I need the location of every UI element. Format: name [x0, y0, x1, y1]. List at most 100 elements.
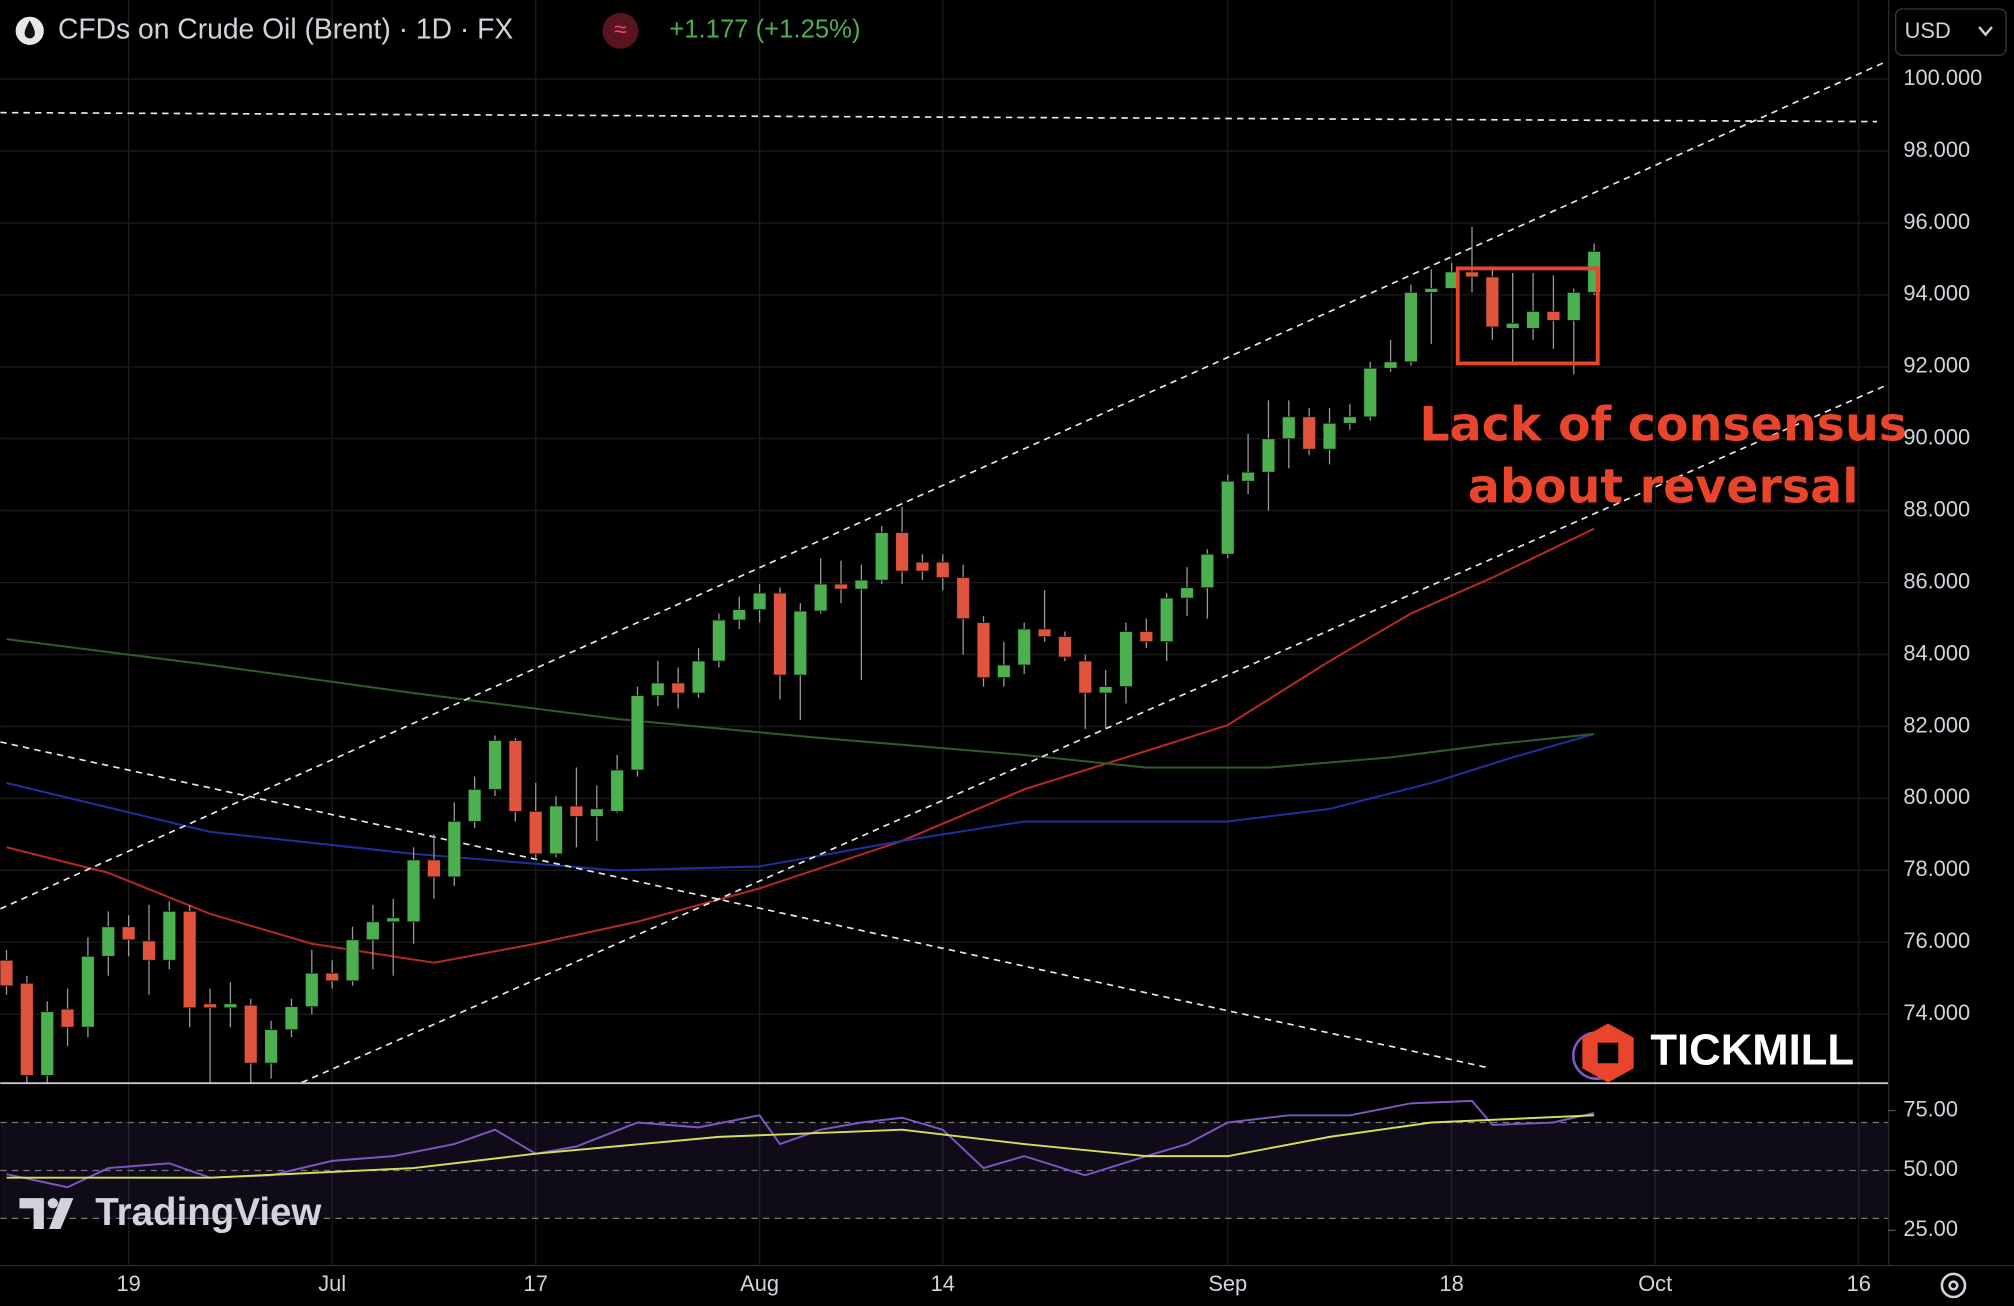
- candle-body: [1078, 660, 1093, 694]
- candle-body: [569, 805, 584, 817]
- y-tick-label: 94.000: [1903, 281, 1970, 306]
- candle-body: [874, 532, 889, 581]
- y-tick-label: 90.000: [1903, 425, 1970, 450]
- x-tick-label: 19: [116, 1271, 140, 1296]
- rsi-line: [6, 1114, 1595, 1179]
- candle-body: [305, 972, 319, 1008]
- candle-body: [1505, 322, 1520, 329]
- candle-body: [406, 859, 421, 923]
- rsi-tick-label: 50.00: [1903, 1156, 1958, 1181]
- candle-body: [1200, 553, 1215, 589]
- candle-body: [1343, 416, 1357, 424]
- status-glyph: ≈: [614, 16, 627, 42]
- candle-body: [386, 917, 401, 923]
- currency-box[interactable]: [1895, 8, 2007, 56]
- candle-body: [1139, 631, 1154, 643]
- x-tick-label: 18: [1440, 1271, 1464, 1296]
- candle-body: [1546, 311, 1561, 321]
- candle-body: [20, 982, 34, 1076]
- currency-button[interactable]: USD: [1895, 8, 2007, 56]
- candle-body: [589, 808, 604, 817]
- gear-center[interactable]: [1948, 1280, 1959, 1291]
- candle-body: [447, 821, 462, 878]
- candle-body: [1058, 636, 1072, 658]
- y-tick-label: 80.000: [1903, 784, 1970, 809]
- y-tick-label: 76.000: [1903, 928, 1970, 953]
- candle-body: [752, 592, 767, 610]
- x-tick-label: 17: [524, 1271, 548, 1296]
- candle-body: [1241, 471, 1255, 482]
- axes: 74.000 76.000 78.000 80.000 82.000 84.000 86.0…: [116, 65, 1982, 1296]
- moving-average: [6, 733, 1595, 872]
- candle-body: [284, 1006, 299, 1031]
- candle-body: [1302, 416, 1316, 450]
- candle-body: [1465, 271, 1479, 278]
- candle-body: [793, 610, 808, 676]
- price-change: +1.177 (+1.25%): [669, 16, 860, 44]
- candle-body: [651, 682, 665, 696]
- candle-body: [671, 682, 685, 694]
- candle-body: [325, 972, 339, 982]
- rsi-pane: [0, 1099, 1888, 1220]
- candle-body: [935, 561, 950, 578]
- candle-body: [813, 583, 828, 612]
- candle-body: [1485, 276, 1500, 328]
- candle-body: [345, 939, 360, 982]
- candle-body: [915, 561, 930, 572]
- x-tick-label: 14: [931, 1271, 955, 1296]
- candle-body: [691, 660, 706, 694]
- x-tick-label: Aug: [740, 1271, 779, 1296]
- rsi-tick-label: 75.00: [1903, 1096, 1958, 1121]
- y-tick-label: 78.000: [1903, 856, 1970, 881]
- candle-body: [1322, 422, 1337, 450]
- y-tick-label: 74.000: [1903, 1000, 1970, 1025]
- logo-hole: [1597, 1042, 1619, 1064]
- candle-body: [81, 955, 95, 1028]
- candle-body: [1404, 292, 1418, 363]
- tv-mark: [19, 1198, 74, 1229]
- chevron[interactable]: [1978, 26, 1993, 37]
- candle-body: [1282, 416, 1296, 440]
- rsi-tick-label: 25.00: [1903, 1216, 1958, 1241]
- candle-body: [1424, 288, 1439, 293]
- x-tick-label: 16: [1847, 1271, 1871, 1296]
- candle-body: [956, 577, 970, 619]
- status-icon: [602, 12, 639, 49]
- x-tick-label: Sep: [1208, 1271, 1247, 1296]
- candle-body: [854, 579, 869, 590]
- candle-body: [1526, 311, 1540, 329]
- annotation: Lack of consensus about reversal: [1419, 398, 1907, 515]
- tv-dot: [47, 1198, 58, 1209]
- candle-body: [630, 695, 645, 771]
- candle-body: [773, 592, 787, 676]
- drop-icon: [24, 20, 35, 39]
- candle-body: [976, 622, 991, 678]
- candle-body: [997, 664, 1011, 678]
- candle-body: [1363, 367, 1378, 418]
- gear[interactable]: [1940, 1272, 1967, 1299]
- candle-body: [366, 921, 380, 941]
- platform-name: TradingView: [95, 1191, 322, 1234]
- candle-body: [101, 926, 116, 957]
- annotation-text: Lack of consensus: [1419, 398, 1907, 453]
- candle-body: [1566, 292, 1581, 321]
- currency-label[interactable]: USD: [1905, 18, 1951, 43]
- annotation-text: about reversal: [1468, 459, 1859, 514]
- candle-body: [1180, 587, 1194, 599]
- candle-body: [1261, 438, 1276, 473]
- candle-body: [182, 910, 197, 1009]
- candle-body: [264, 1029, 278, 1064]
- x-tick-label: Jul: [318, 1271, 346, 1296]
- candle-body: [488, 740, 502, 790]
- candle-body: [834, 583, 848, 590]
- header: CFDs on Crude Oil (Brent) · 1D · FX ≈ +1…: [15, 12, 861, 49]
- y-tick-label: 82.000: [1903, 712, 1970, 737]
- settings-button[interactable]: [1940, 1272, 1967, 1299]
- y-tick-label: 86.000: [1903, 568, 1970, 593]
- platform-logo: TradingView: [19, 1191, 322, 1234]
- price-pane: [0, 60, 1888, 1083]
- candle-body: [467, 789, 482, 822]
- candle-body: [508, 740, 523, 812]
